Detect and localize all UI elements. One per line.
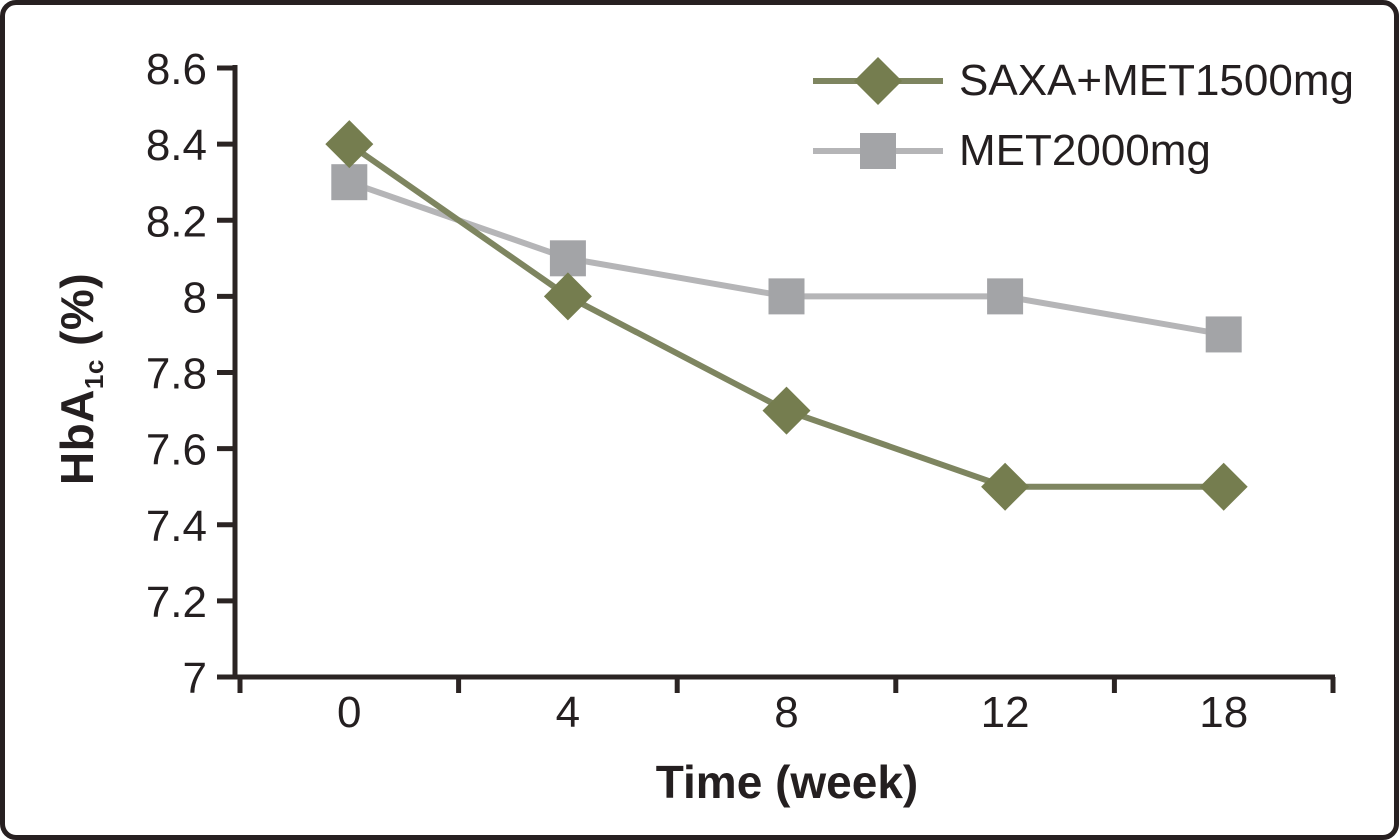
y-tick-label: 7.4 bbox=[146, 502, 207, 551]
diamond-marker-icon bbox=[853, 56, 903, 106]
series-saxa-met1500mg-marker bbox=[981, 462, 1030, 511]
series-saxa-met1500mg-marker bbox=[325, 120, 374, 169]
y-tick-label: 8.6 bbox=[146, 45, 207, 94]
legend-item-met2000mg: MET2000mg bbox=[813, 126, 1354, 175]
series-met2000mg-marker bbox=[1205, 316, 1242, 353]
y-axis-title-suffix: (%) bbox=[51, 272, 103, 360]
series-saxa-met1500mg-line bbox=[347, 141, 1224, 490]
y-axis-title-base: HbA bbox=[51, 389, 103, 486]
series-saxa-met1500mg-marker bbox=[543, 272, 592, 321]
y-axis-title: HbA1c (%) bbox=[50, 272, 109, 486]
y-axis-title-subscript: 1c bbox=[79, 359, 110, 390]
series-saxa-met1500mg-marker bbox=[762, 386, 811, 435]
y-tick-label: 7.8 bbox=[146, 350, 207, 399]
y-tick-label: 8.4 bbox=[146, 121, 207, 170]
y-tick-label: 8.2 bbox=[146, 197, 207, 246]
x-tick-label: 8 bbox=[774, 688, 798, 737]
square-marker-icon bbox=[860, 133, 896, 169]
y-tick-label: 8 bbox=[183, 273, 207, 322]
x-tick-label: 18 bbox=[1199, 688, 1248, 737]
y-tick-label: 7.6 bbox=[146, 426, 207, 475]
x-tick-label: 4 bbox=[556, 688, 580, 737]
legend-swatch-diamond bbox=[813, 56, 943, 106]
series-saxa-met1500mg-marker bbox=[1199, 462, 1248, 511]
legend-label: MET2000mg bbox=[959, 126, 1211, 175]
x-tick-label: 12 bbox=[981, 688, 1030, 737]
series-met2000mg-marker bbox=[331, 164, 368, 201]
legend-label: SAXA+MET1500mg bbox=[959, 56, 1354, 105]
series-met2000mg-marker bbox=[549, 240, 586, 277]
x-axis-title: Time (week) bbox=[655, 756, 919, 808]
y-tick-label: 7.2 bbox=[146, 578, 207, 627]
y-tick-label: 7 bbox=[183, 654, 207, 703]
legend: SAXA+MET1500mg MET2000mg bbox=[813, 56, 1354, 175]
chart-canvas: 7 7.2 7.4 7.6 7.8 8 8.2 8.4 8.6 0 4 8 12 18 bbox=[146, 45, 1336, 737]
series-met2000mg-marker bbox=[768, 278, 805, 315]
legend-item-saxa-met1500mg: SAXA+MET1500mg bbox=[813, 56, 1354, 106]
legend-swatch-square bbox=[813, 127, 943, 175]
x-tick-label: 0 bbox=[337, 688, 361, 737]
series-met2000mg-marker bbox=[987, 278, 1024, 315]
